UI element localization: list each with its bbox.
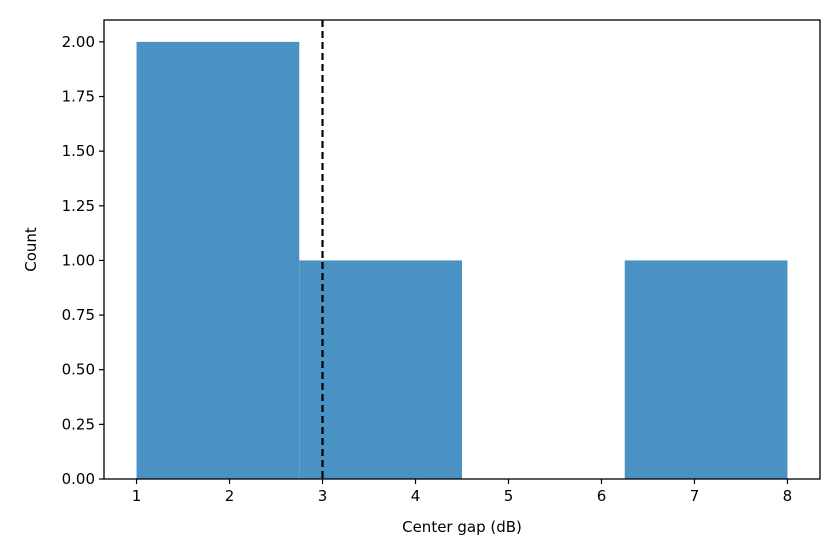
- x-tick-label: 8: [783, 487, 793, 505]
- x-tick-label: 1: [132, 487, 142, 505]
- y-axis-ticks: 0.00 0.25 0.50 0.75 1.00 1.25 1.50 1.75 2.00: [62, 33, 104, 488]
- y-tick-label: 0.25: [62, 415, 95, 433]
- plot-frame: [103, 19, 821, 480]
- x-tick-label: 4: [411, 487, 421, 505]
- x-tick-label: 5: [504, 487, 514, 505]
- x-axis-label: Center gap (dB): [402, 518, 522, 536]
- y-tick-label: 0.75: [62, 306, 95, 324]
- y-tick-label: 1.50: [62, 142, 95, 160]
- y-tick-label: 1.00: [62, 251, 95, 269]
- histogram-bar-2: [299, 260, 462, 479]
- histogram-bar-4: [624, 260, 788, 479]
- histogram-bar-1: [136, 41, 300, 479]
- x-tick-label: 3: [318, 487, 328, 505]
- y-tick-label: 1.75: [62, 88, 95, 106]
- y-tick-label: 1.25: [62, 197, 95, 215]
- x-tick-label: 7: [690, 487, 700, 505]
- x-tick-label: 2: [225, 487, 235, 505]
- y-tick-label: 0.00: [62, 470, 95, 488]
- y-axis-label: Count: [22, 227, 40, 272]
- y-tick-label: 0.50: [62, 361, 95, 379]
- x-tick-label: 6: [597, 487, 607, 505]
- x-axis-ticks: 1 2 3 4 5 6 7 8: [132, 479, 792, 505]
- y-tick-label: 2.00: [62, 33, 95, 51]
- bars-layer: [136, 41, 788, 479]
